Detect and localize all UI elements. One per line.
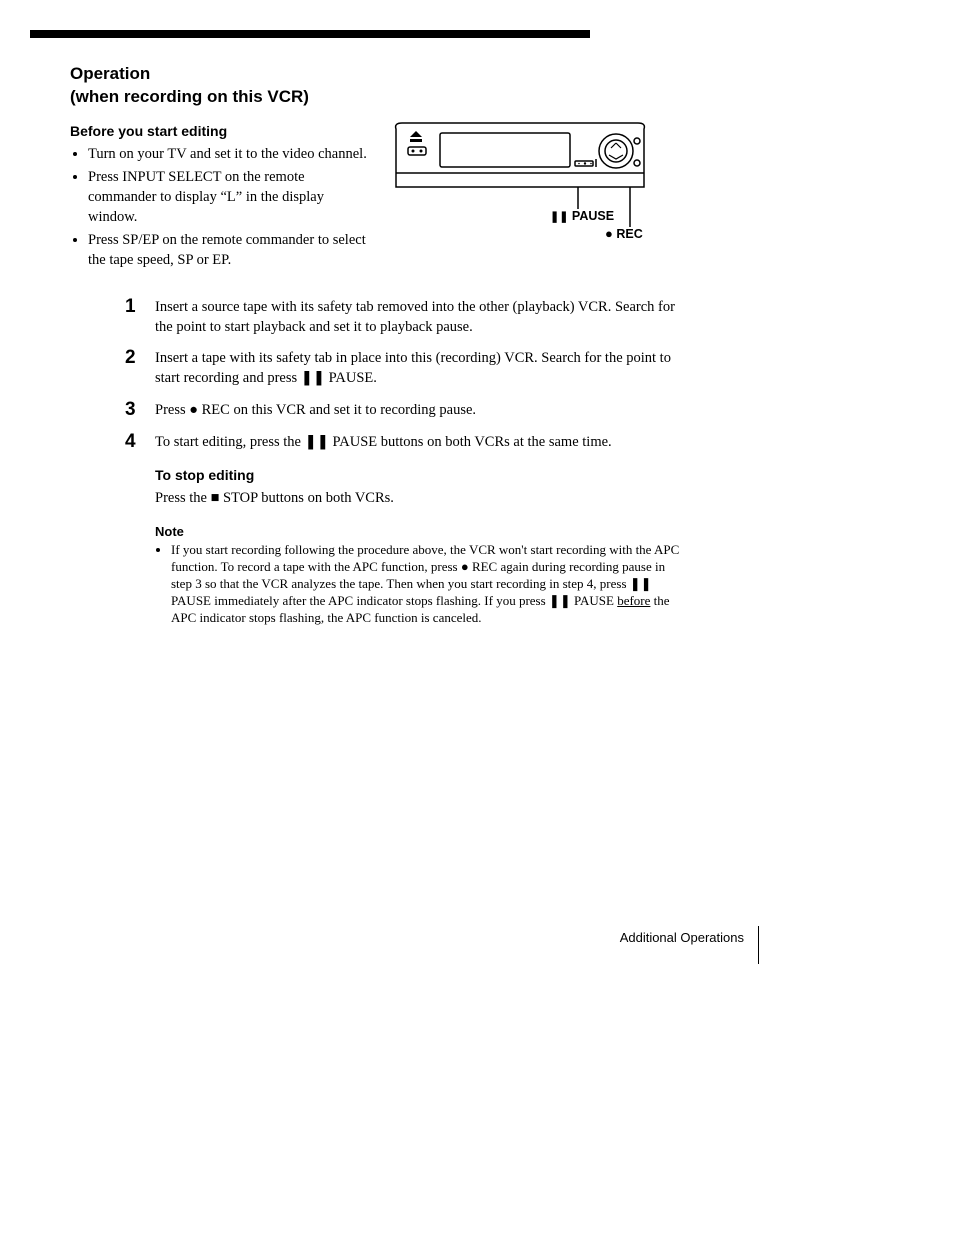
- stop-heading: To stop editing: [155, 467, 685, 483]
- heading-line-2: (when recording on this VCR): [70, 87, 309, 106]
- rec-label: ● REC: [605, 226, 643, 241]
- heading-line-1: Operation: [70, 64, 150, 83]
- before-start-heading: Before you start editing: [70, 123, 370, 139]
- bullet-item: Press INPUT SELECT on the remote command…: [88, 168, 370, 227]
- bullet-item: Press SP/EP on the remote commander to s…: [88, 231, 370, 270]
- step-item: 4 To start editing, press the ❚❚ PAUSE b…: [125, 431, 685, 453]
- step-number: 2: [125, 347, 155, 388]
- intro-left: Before you start editing Turn on your TV…: [70, 119, 370, 274]
- step-item: 3 Press ● REC on this VCR and set it to …: [125, 399, 685, 421]
- pause-label: ❚❚ PAUSE: [550, 209, 614, 223]
- vcr-diagram: ❚❚ PAUSE ● REC: [390, 119, 650, 259]
- note-block: Note If you start recording following th…: [155, 524, 685, 626]
- intro-row: Before you start editing Turn on your TV…: [70, 119, 894, 274]
- note-text-a: If you start recording following the pro…: [171, 542, 679, 608]
- step-item: 1 Insert a source tape with its safety t…: [125, 296, 685, 337]
- steps-list: 1 Insert a source tape with its safety t…: [125, 296, 685, 452]
- note-item: If you start recording following the pro…: [171, 542, 685, 626]
- footer-label: Additional Operations: [620, 930, 744, 945]
- step-text: Insert a source tape with its safety tab…: [155, 296, 685, 337]
- page-heading: Operation (when recording on this VCR): [70, 63, 894, 109]
- bullet-item: Turn on your TV and set it to the video …: [88, 145, 370, 165]
- footer-rule: [758, 926, 759, 964]
- step-number: 1: [125, 296, 155, 337]
- step-item: 2 Insert a tape with its safety tab in p…: [125, 347, 685, 388]
- step-text: Insert a tape with its safety tab in pla…: [155, 347, 685, 388]
- step-text: Press ● REC on this VCR and set it to re…: [155, 399, 476, 421]
- step-number: 3: [125, 399, 155, 421]
- intro-right: ❚❚ PAUSE ● REC: [370, 119, 894, 264]
- before-start-list: Turn on your TV and set it to the video …: [70, 145, 370, 270]
- stop-section: To stop editing Press the ■ STOP buttons…: [125, 467, 685, 509]
- step-text: To start editing, press the ❚❚ PAUSE but…: [155, 431, 612, 453]
- step-number: 4: [125, 431, 155, 453]
- page: Operation (when recording on this VCR) B…: [0, 0, 954, 1233]
- top-rule: [30, 30, 590, 38]
- stop-text: Press the ■ STOP buttons on both VCRs.: [155, 489, 685, 509]
- note-title: Note: [155, 524, 685, 539]
- note-list: If you start recording following the pro…: [155, 542, 685, 626]
- note-text-underline: before: [617, 593, 650, 608]
